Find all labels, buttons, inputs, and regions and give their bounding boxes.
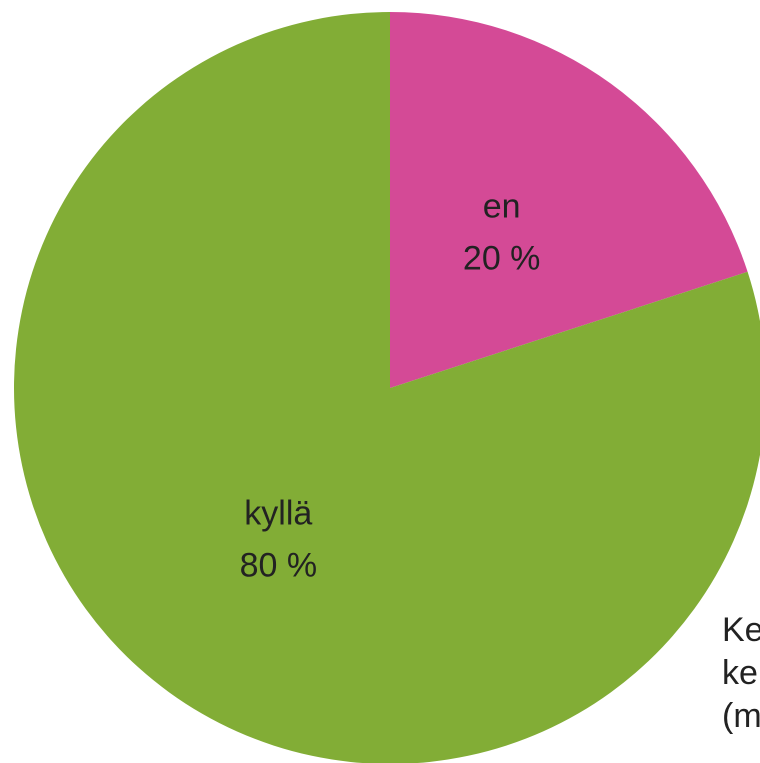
pie-slice xyxy=(14,12,760,763)
annotation-line: (m xyxy=(722,697,760,735)
annotation-line: Ke xyxy=(722,611,760,649)
pie-slice xyxy=(390,12,748,388)
slice-category-label: en xyxy=(483,187,521,225)
slice-value-label: 80 % xyxy=(240,547,318,585)
slice-category-label: kyllä xyxy=(244,495,312,533)
slice-value-label: 20 % xyxy=(463,239,541,277)
annotation-line: ke xyxy=(722,654,758,692)
